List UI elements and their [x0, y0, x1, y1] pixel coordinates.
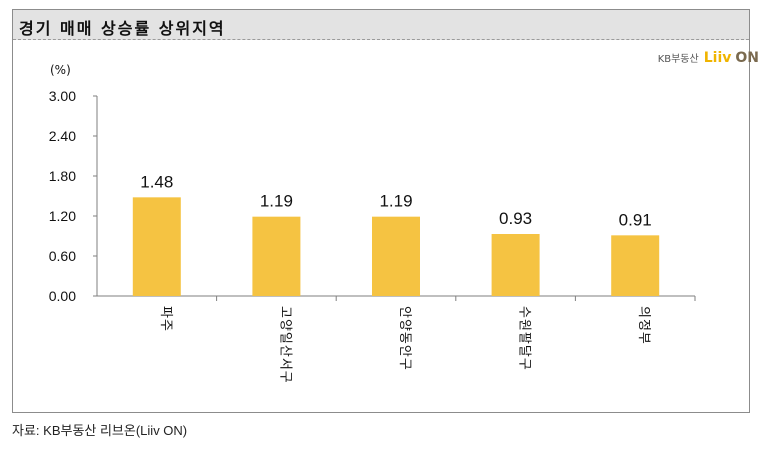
bar: [252, 216, 301, 296]
y-tick-label: 1.20: [49, 208, 76, 224]
x-category-label: 고양일산서구: [277, 306, 292, 384]
chart-frame: 경기 매매 상승률 상위지역: [12, 9, 750, 413]
x-category-label: 안양동안구: [397, 306, 412, 371]
y-tick-label: 2.40: [49, 128, 76, 144]
x-category-label: 수원팔달구: [517, 306, 532, 371]
data-label: 1.48: [140, 172, 173, 191]
data-label: 1.19: [260, 192, 293, 211]
y-tick-label: 1.80: [49, 168, 76, 184]
bar: [611, 235, 660, 296]
logo-on-text: ON: [735, 50, 759, 66]
logo-kb-text: KB부동산: [657, 54, 699, 65]
kb-liiv-on-logo: KB부동산 Liiv ON: [658, 50, 759, 66]
y-axis-unit-label: (%): [50, 63, 71, 77]
data-label: 0.91: [619, 210, 652, 229]
logo-liiv-text: Liiv: [703, 50, 732, 66]
x-category-label: 파주: [158, 306, 173, 332]
y-tick-label: 0.00: [49, 288, 76, 304]
y-tick-label: 0.60: [49, 248, 76, 264]
bar: [132, 197, 181, 296]
data-label: 0.93: [499, 209, 532, 228]
data-label: 1.19: [379, 192, 412, 211]
chart-title: 경기 매매 상승률 상위지역: [19, 19, 226, 38]
x-category-label: 의정부: [636, 306, 651, 345]
title-bar: 경기 매매 상승률 상위지역: [13, 10, 749, 40]
bar: [491, 234, 540, 296]
bar: [372, 216, 420, 296]
source-note: 자료: KB부동산 리브온(Liiv ON): [12, 423, 188, 438]
y-tick-label: 3.00: [49, 88, 76, 104]
